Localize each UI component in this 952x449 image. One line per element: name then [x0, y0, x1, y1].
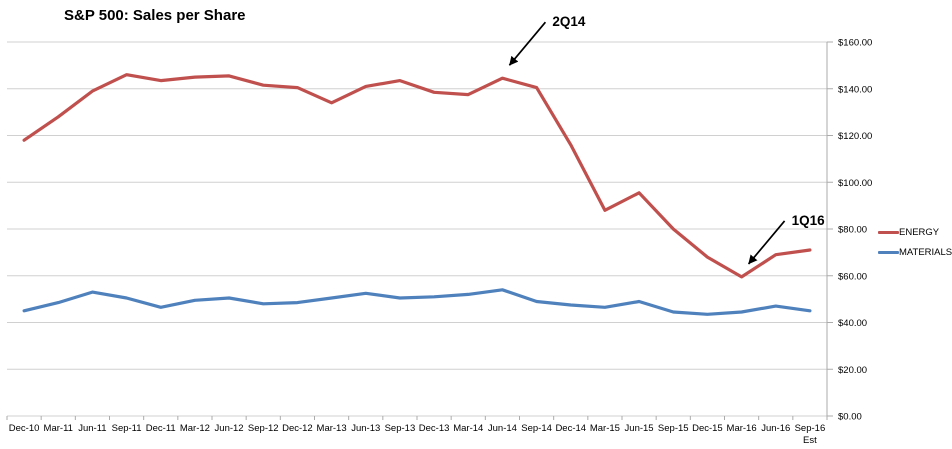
annotation-label: 1Q16 — [792, 213, 826, 228]
legend: ENERGY MATERIALS — [878, 227, 952, 258]
y-axis-tick-label: $60.00 — [838, 271, 867, 282]
x-axis-label: Mar-14 — [453, 423, 483, 434]
annotation-1q16: 1Q16 — [747, 213, 826, 265]
x-axis-label: Jun-14 — [488, 423, 517, 434]
x-axis-label: Sep-14 — [521, 423, 552, 434]
x-axis-label: Mar-15 — [590, 423, 620, 434]
x-axis-label: Dec-10 — [9, 423, 40, 434]
x-axis-label: Dec-14 — [555, 423, 586, 434]
y-axis-tick-label: $120.00 — [838, 131, 872, 142]
x-axis-label: Mar-13 — [317, 423, 347, 434]
legend-item-energy: ENERGY — [878, 227, 952, 238]
annotation-arrow — [747, 220, 786, 265]
x-axis-label: Sep-16 — [795, 423, 826, 434]
x-axis-labels: Dec-10 Mar-11 Jun-11 Sep-11 Dec-11 Mar-12 Jun-… — [9, 423, 825, 446]
energy-line-swatch — [878, 231, 899, 234]
x-axis-label: Sep-13 — [385, 423, 416, 434]
x-axis-label: Jun-11 — [78, 423, 106, 434]
chart-title: S&P 500: Sales per Share — [64, 7, 246, 24]
x-axis-label: Dec-13 — [419, 423, 450, 434]
x-axis-ticks — [6, 416, 828, 420]
legend-label-materials: MATERIALS — [899, 247, 952, 258]
x-axis-label: Sep-15 — [658, 423, 689, 434]
y-axis-tick-label: $80.00 — [838, 225, 867, 236]
legend-item-materials: MATERIALS — [878, 247, 952, 258]
x-axis-label: Jun-13 — [351, 423, 380, 434]
x-axis-label: Dec-12 — [282, 423, 313, 434]
legend-label-energy: ENERGY — [899, 227, 940, 238]
x-axis-label: Mar-12 — [180, 423, 210, 434]
gridlines — [7, 41, 833, 417]
annotation-2q14: 2Q14 — [508, 14, 586, 66]
x-axis-label: Mar-16 — [727, 423, 757, 434]
y-axis-tick-label: $100.00 — [838, 178, 872, 189]
annotation-arrow — [508, 21, 547, 66]
x-axis-footnote: Est — [803, 435, 817, 446]
materials-line-series — [22, 288, 812, 316]
x-axis-label: Jun-16 — [761, 423, 790, 434]
x-axis-label: Jun-12 — [215, 423, 244, 434]
materials-line-swatch — [878, 251, 899, 254]
annotation-label: 2Q14 — [552, 14, 586, 29]
x-axis-label: Jun-15 — [625, 423, 654, 434]
y-axis-tick-label: $0.00 — [838, 412, 862, 423]
energy-line-series — [22, 73, 812, 279]
y-axis-labels: $0.00 $20.00 $40.00 $60.00 $80.00 $100.00 $120… — [838, 38, 872, 423]
y-axis-tick-label: $40.00 — [838, 318, 867, 329]
x-axis-label: Dec-11 — [146, 423, 176, 434]
y-axis-tick-label: $20.00 — [838, 365, 867, 376]
x-axis-label: Sep-12 — [248, 423, 279, 434]
y-axis-tick-label: $140.00 — [838, 84, 872, 95]
x-axis-label: Sep-11 — [112, 423, 142, 434]
y-axis-tick-label: $160.00 — [838, 38, 872, 49]
x-axis-label: Mar-11 — [44, 423, 73, 434]
x-axis-label: Dec-15 — [692, 423, 723, 434]
